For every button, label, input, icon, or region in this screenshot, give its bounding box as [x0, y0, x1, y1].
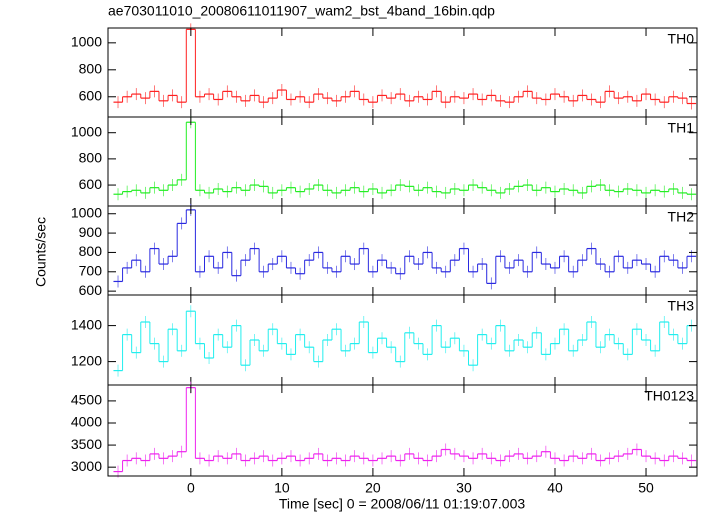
panel-label: TH0123 [644, 388, 694, 404]
y-tick-label: 4000 [71, 414, 102, 430]
x-tick-label: 0 [187, 480, 195, 496]
panel-frame [107, 116, 698, 207]
panel-label: TH0 [668, 31, 695, 47]
y-tick-label: 800 [79, 243, 103, 259]
x-tick-label: 30 [456, 480, 472, 496]
y-tick-label: 600 [79, 282, 103, 298]
panel-frame [107, 384, 698, 477]
panel-label: TH2 [668, 209, 695, 225]
panel-frame [107, 294, 698, 386]
y-tick-label: 3500 [71, 436, 102, 452]
y-tick-label: 600 [79, 176, 103, 192]
y-tick-label: 1000 [71, 204, 102, 220]
y-tick-label: 1400 [71, 316, 102, 332]
y-tick-label: 1000 [71, 123, 102, 139]
panel-label: TH3 [668, 298, 695, 314]
y-tick-label: 4500 [71, 392, 102, 408]
panel-label: TH1 [668, 120, 695, 136]
panel-frame [107, 205, 698, 296]
x-tick-label: 10 [274, 480, 290, 496]
y-tick-label: 900 [79, 224, 103, 240]
x-tick-label: 20 [365, 480, 381, 496]
x-tick-label: 50 [638, 480, 654, 496]
x-tick-label: 40 [547, 480, 563, 496]
panel-frame [107, 27, 698, 118]
y-tick-label: 3000 [71, 458, 102, 474]
y-tick-label: 1200 [71, 352, 102, 368]
x-axis-label: Time [sec] 0 = 2008/06/11 01:19:07.003 [279, 496, 526, 512]
y-tick-label: 800 [79, 61, 103, 77]
y-axis-label: Counts/sec [33, 217, 49, 287]
y-tick-label: 600 [79, 87, 103, 103]
y-tick-label: 700 [79, 262, 103, 278]
y-tick-label: 800 [79, 150, 103, 166]
chart-title: ae703011010_20080611011907_wam2_bst_4ban… [108, 3, 495, 19]
y-tick-label: 1000 [71, 34, 102, 50]
